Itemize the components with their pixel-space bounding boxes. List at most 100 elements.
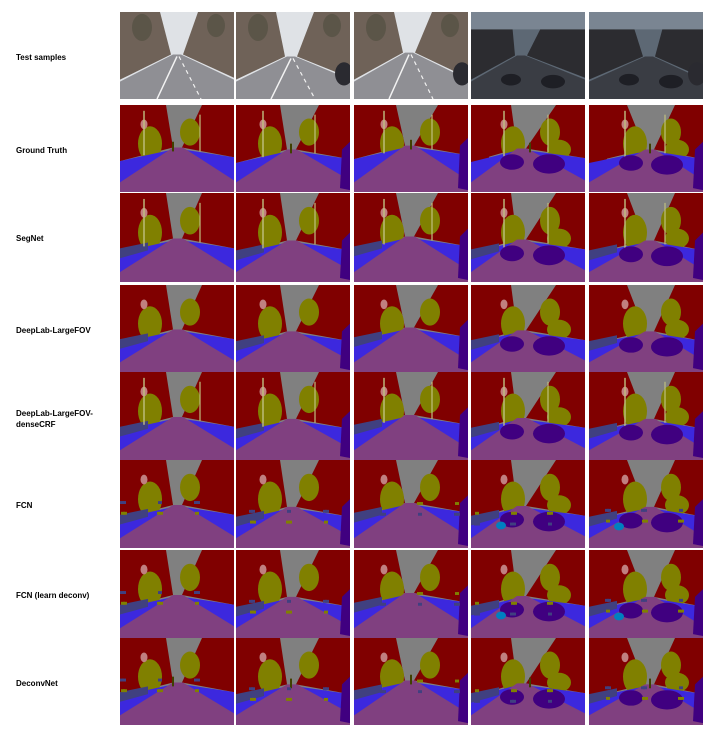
segmentation-map-2 <box>236 372 350 460</box>
class-car <box>619 512 643 529</box>
class-tree <box>665 228 689 249</box>
class-tree <box>299 206 319 235</box>
tile-graphic <box>236 12 350 99</box>
segmentation-map-3 <box>354 193 468 282</box>
class-road <box>471 505 585 548</box>
noise-speckle <box>549 689 553 693</box>
class-fence <box>471 687 499 703</box>
segmentation-map-1 <box>120 105 234 192</box>
class-road <box>471 683 585 725</box>
class-building <box>296 460 350 517</box>
class-fence <box>471 599 499 616</box>
class-sign-symbol <box>140 652 148 663</box>
class-tree <box>547 495 571 515</box>
tile-graphic <box>120 372 234 460</box>
class-road <box>236 596 350 638</box>
row-label: Test samples <box>16 53 67 62</box>
class-fence <box>354 684 382 700</box>
noise-speckle <box>195 601 199 605</box>
tile-graphic <box>236 105 350 192</box>
tile-graphic <box>354 372 468 460</box>
class-car <box>500 245 524 262</box>
segmentation-map-1 <box>120 550 234 638</box>
class-road <box>354 236 468 282</box>
segmentation-map-5 <box>589 105 703 192</box>
class-road <box>354 415 468 460</box>
noise-speckle <box>513 689 517 693</box>
class-road <box>589 331 703 372</box>
tile-graphic <box>120 460 234 548</box>
noise-speckle <box>476 612 480 616</box>
class-car <box>340 499 350 547</box>
tile-graphic <box>354 460 468 548</box>
noise-speckle <box>325 599 329 603</box>
class-tree <box>661 473 681 502</box>
tile-graphic <box>236 372 350 460</box>
class-tree <box>258 306 282 342</box>
class-tree <box>540 298 560 326</box>
class-tree <box>258 393 282 429</box>
class-building <box>589 638 609 700</box>
tile-graphic <box>471 105 585 192</box>
noise-speckle <box>456 690 460 694</box>
class-car <box>619 155 643 171</box>
class-road <box>120 238 234 282</box>
class-tree <box>258 571 282 607</box>
class-tree <box>623 481 647 517</box>
noise-speckle <box>158 501 162 504</box>
class-tree <box>420 298 440 326</box>
tile-graphic <box>589 285 703 372</box>
noise-speckle <box>476 522 480 526</box>
noise-speckle <box>548 699 552 703</box>
noise-speckle <box>607 508 611 512</box>
class-tree <box>299 385 319 414</box>
tile-graphic <box>471 285 585 372</box>
class-road <box>236 149 350 192</box>
class-road <box>589 596 703 638</box>
noise-speckle <box>419 592 423 595</box>
class-tree <box>661 298 681 326</box>
row-label: FCN <box>16 501 33 510</box>
noise-speckle <box>158 591 162 594</box>
noise-speckle <box>549 511 553 515</box>
segmentation-map-3 <box>354 285 468 372</box>
class-road <box>589 418 703 460</box>
class-sign-symbol <box>259 299 267 310</box>
class-fence <box>120 420 148 437</box>
class-car <box>500 689 524 705</box>
noise-speckle <box>418 602 422 606</box>
noise-speckle <box>123 601 127 605</box>
photo-lane-marking <box>410 54 434 99</box>
class-car <box>651 690 683 710</box>
class-sign-symbol <box>380 564 388 575</box>
class-building <box>182 372 234 427</box>
segmentation-map-4 <box>471 105 585 192</box>
noise-speckle <box>512 522 516 526</box>
class-car <box>619 424 643 441</box>
tile-graphic <box>471 372 585 460</box>
noise-speckle <box>644 519 648 523</box>
class-tree <box>138 571 162 607</box>
class-building <box>296 372 350 429</box>
noise-speckle <box>383 679 387 683</box>
tile-graphic <box>471 638 585 725</box>
tile-graphic <box>589 12 703 99</box>
class-road <box>236 331 350 372</box>
class-car <box>693 323 703 371</box>
tile-graphic <box>236 638 350 725</box>
class-building <box>589 193 609 257</box>
class-tree <box>138 659 162 695</box>
class-car <box>533 689 565 709</box>
class-building <box>471 285 491 346</box>
class-car <box>533 336 565 356</box>
class-tree <box>258 214 282 251</box>
noise-speckle <box>455 679 459 683</box>
class-road <box>354 327 468 372</box>
class-tree <box>665 319 689 340</box>
class-car <box>500 336 524 352</box>
photo-lane-marking <box>178 56 202 99</box>
noise-speckle <box>287 687 291 691</box>
noise-speckle <box>383 592 387 595</box>
tile-graphic <box>354 12 468 99</box>
noise-speckle <box>475 601 479 605</box>
